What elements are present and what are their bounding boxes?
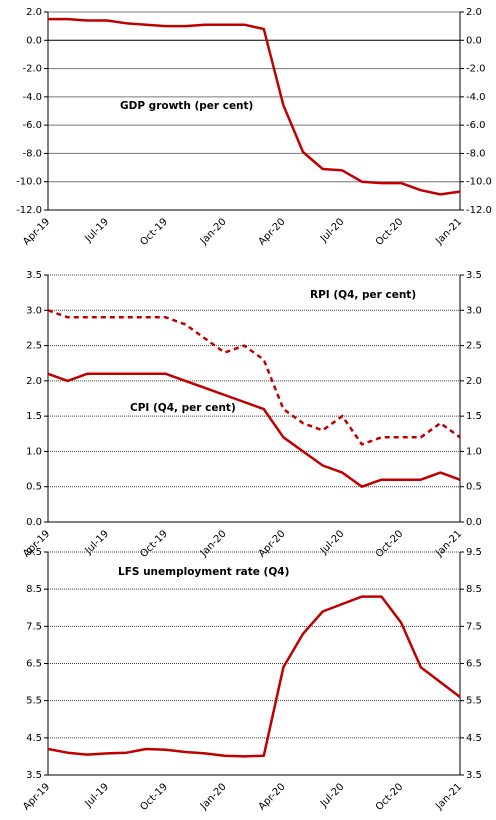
series-line xyxy=(48,17,461,196)
x-tick-label: Jan-21 xyxy=(433,781,464,812)
y-tick-label: 2.0 xyxy=(26,7,42,18)
x-tick-label: Jan-20 xyxy=(198,781,229,812)
x-tick-label: Oct-20 xyxy=(374,528,406,560)
y2-tick-label: 4.5 xyxy=(466,733,482,744)
x-tick-label: Oct-20 xyxy=(374,781,406,813)
x-tick-label: Oct-19 xyxy=(138,216,170,248)
y-tick-label: -12.0 xyxy=(16,205,42,216)
x-tick-label: Jan-20 xyxy=(198,216,229,247)
x-tick-label: Jul-19 xyxy=(83,781,112,810)
series-line xyxy=(47,595,461,758)
x-tick-label: Oct-20 xyxy=(374,216,406,248)
y2-tick-label: 2.0 xyxy=(466,376,482,387)
x-tick-label: Apr-20 xyxy=(257,216,288,247)
y-tick-label: 1.0 xyxy=(26,446,42,457)
x-tick-label: Jul-20 xyxy=(318,216,347,245)
y2-tick-label: 2.5 xyxy=(466,341,482,352)
y-tick-label: 2.0 xyxy=(26,376,42,387)
y-tick-label: 0.5 xyxy=(26,482,42,493)
x-tick-label: Jan-20 xyxy=(198,528,229,559)
y-tick-label: 2.5 xyxy=(26,341,42,352)
x-tick-label: Apr-20 xyxy=(257,781,288,812)
y2-tick-label: 3.0 xyxy=(466,305,482,316)
series-label: CPI (Q4, per cent) xyxy=(130,402,236,414)
y2-tick-label: 1.0 xyxy=(466,446,482,457)
y-tick-label: 0.0 xyxy=(26,35,42,46)
x-tick-label: Jul-20 xyxy=(318,781,347,810)
y-tick-label: 5.5 xyxy=(26,696,42,707)
y-tick-label: 8.5 xyxy=(26,584,42,595)
y2-tick-label: 0.0 xyxy=(466,517,482,528)
series-label: GDP growth (per cent) xyxy=(120,100,253,112)
y2-tick-label: 3.5 xyxy=(466,770,482,781)
y2-tick-label: 1.5 xyxy=(466,411,482,422)
y2-tick-label: -6.0 xyxy=(466,120,486,131)
x-tick-label: Jul-20 xyxy=(318,528,347,557)
y2-tick-label: -8.0 xyxy=(466,148,486,159)
y2-tick-label: 9.5 xyxy=(466,547,482,558)
y-tick-label: 4.5 xyxy=(26,733,42,744)
y-tick-label: -2.0 xyxy=(22,64,42,75)
y-tick-label: 9.5 xyxy=(26,547,42,558)
y2-tick-label: 7.5 xyxy=(466,621,482,632)
y-tick-label: 0.0 xyxy=(26,517,42,528)
y-tick-label: 3.5 xyxy=(26,270,42,281)
y-tick-label: -4.0 xyxy=(22,92,42,103)
y2-tick-label: -4.0 xyxy=(466,92,486,103)
y2-tick-label: 8.5 xyxy=(466,584,482,595)
series-label: LFS unemployment rate (Q4) xyxy=(118,566,289,578)
y2-tick-label: 3.5 xyxy=(466,270,482,281)
y2-tick-label: -2.0 xyxy=(466,64,486,75)
y2-tick-label: -12.0 xyxy=(466,205,492,216)
y2-tick-label: 2.0 xyxy=(466,7,482,18)
x-tick-label: Apr-20 xyxy=(257,528,288,559)
y-tick-label: 3.0 xyxy=(26,305,42,316)
y2-tick-label: 5.5 xyxy=(466,696,482,707)
x-tick-label: Apr-19 xyxy=(21,216,52,247)
x-tick-label: Jul-19 xyxy=(83,216,112,245)
y2-tick-label: 0.5 xyxy=(466,482,482,493)
y2-tick-label: -10.0 xyxy=(466,177,492,188)
y-tick-label: -10.0 xyxy=(16,177,42,188)
y-tick-label: 6.5 xyxy=(26,659,42,670)
series-line xyxy=(47,309,461,446)
x-tick-label: Oct-19 xyxy=(138,781,170,813)
x-tick-label: Jan-21 xyxy=(433,216,464,247)
y-tick-label: 3.5 xyxy=(26,770,42,781)
series-label: RPI (Q4, per cent) xyxy=(310,289,416,301)
x-tick-label: Oct-19 xyxy=(138,528,170,560)
y-tick-label: 7.5 xyxy=(26,621,42,632)
x-tick-label: Jul-19 xyxy=(83,528,112,557)
y2-tick-label: 6.5 xyxy=(466,659,482,670)
y2-tick-label: 0.0 xyxy=(466,35,482,46)
y-tick-label: -6.0 xyxy=(22,120,42,131)
y-tick-label: 1.5 xyxy=(26,411,42,422)
series-line xyxy=(47,372,461,488)
x-tick-label: Apr-19 xyxy=(21,781,52,812)
y-tick-label: -8.0 xyxy=(22,148,42,159)
